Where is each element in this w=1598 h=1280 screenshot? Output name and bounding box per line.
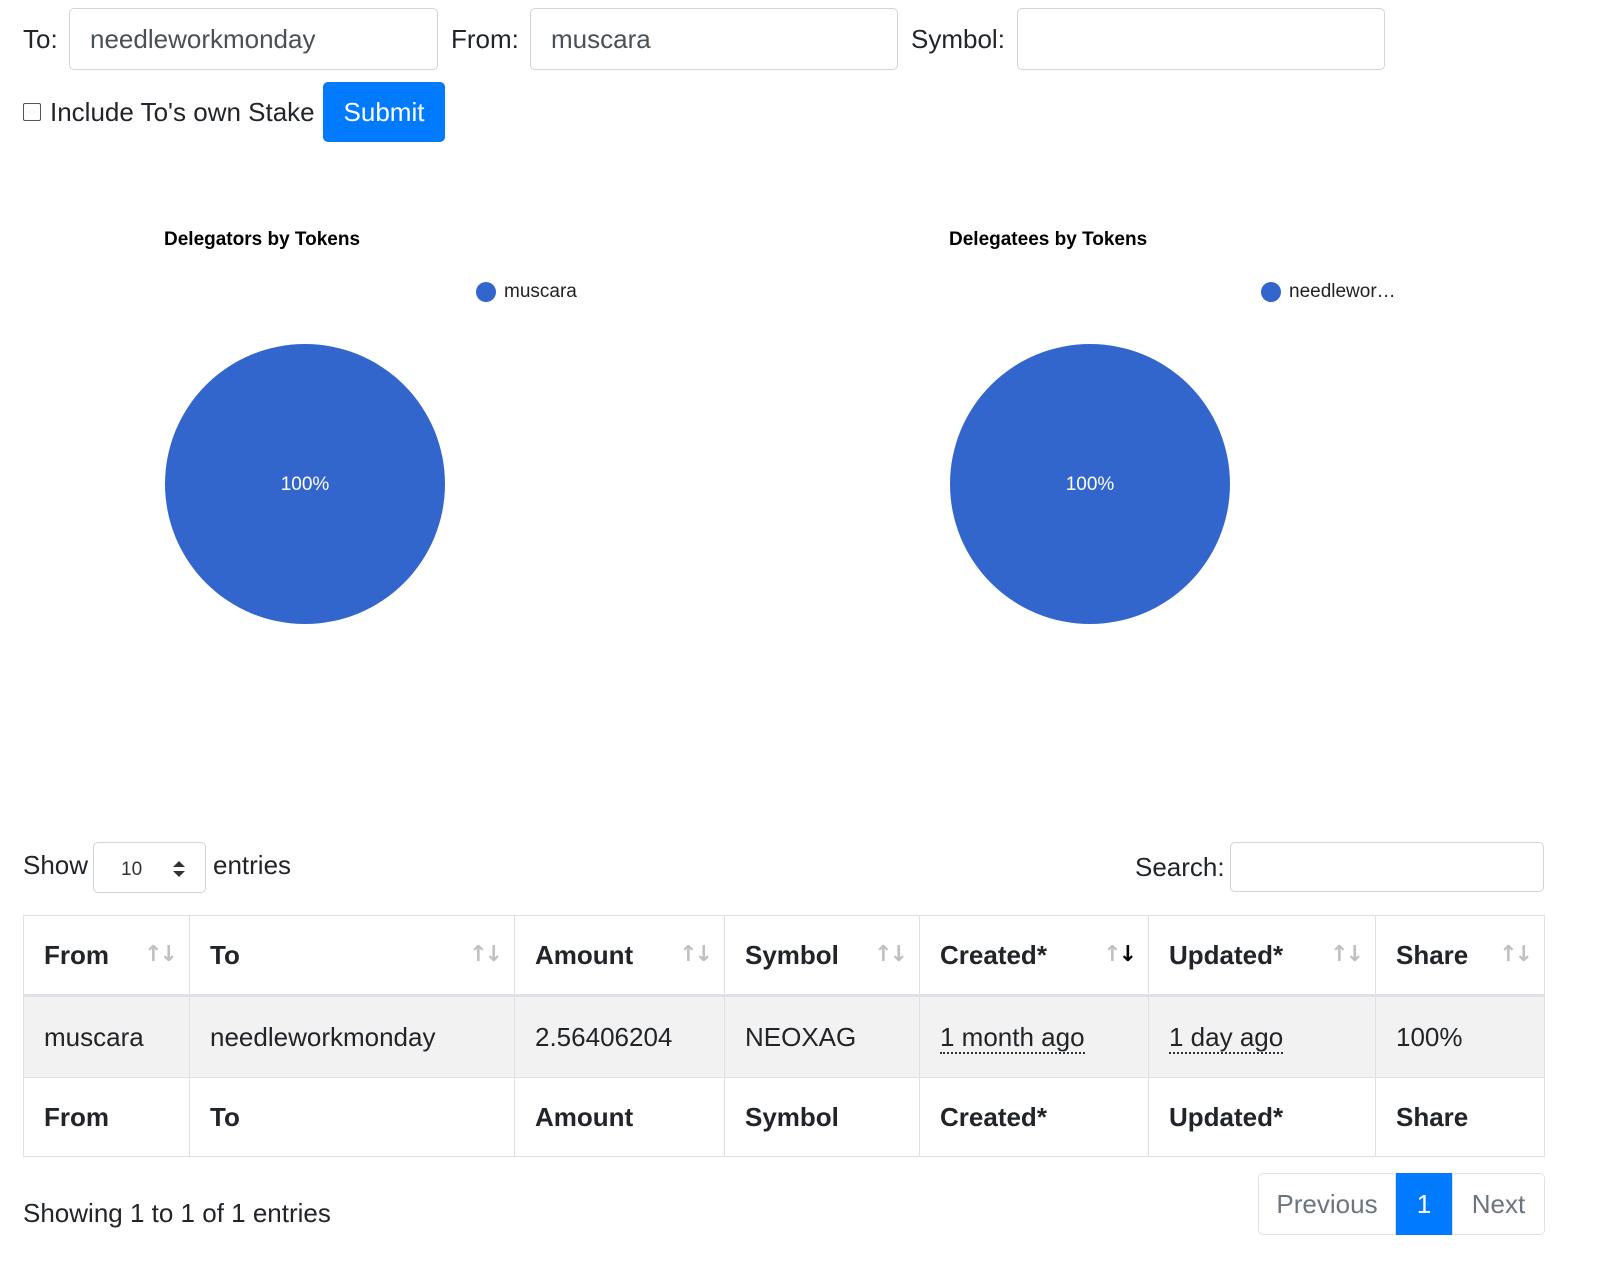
sort-icon: ↑↓ [874,942,908,967]
page-length-value: 10 [121,859,143,880]
cell-from: muscara [23,995,190,1078]
previous-page-button[interactable]: Previous [1258,1173,1396,1235]
delegatees-legend-dot [1261,282,1281,302]
table-footer-row: From To Amount Symbol Created* Updated* … [23,1077,1545,1157]
column-header-label: Amount [535,939,634,970]
column-header-share[interactable]: Share ↑↓ [1375,915,1545,997]
sort-icon: ↑↓ [679,942,713,967]
entries-label: entries [213,850,292,880]
cell-amount: 2.56406204 [514,995,725,1078]
footer-header-updated: Updated* [1148,1077,1376,1157]
column-header-amount[interactable]: Amount ↑↓ [514,915,725,997]
page-1-button[interactable]: 1 [1396,1173,1452,1235]
delegatees-pie-slice-needleworkmonday[interactable] [950,344,1230,624]
cell-created: 1 month ago [919,995,1149,1078]
cell-updated: 1 day ago [1148,995,1376,1078]
to-label: To: [23,24,58,54]
column-header-symbol[interactable]: Symbol ↑↓ [724,915,920,997]
column-header-label: Created* [940,939,1047,970]
created-time-abbr[interactable]: 1 month ago [940,1021,1085,1054]
to-input[interactable] [69,8,438,70]
column-header-label: To [210,939,240,970]
cell-to: needleworkmonday [189,995,515,1078]
footer-header-to: To [189,1077,515,1157]
column-header-to[interactable]: To ↑↓ [189,915,515,997]
column-header-label: Share [1396,939,1469,970]
include-stake-checkbox[interactable] [23,103,41,121]
delegatees-pie-data-label: 100% [1066,474,1115,495]
search-label: Search: [1135,852,1225,882]
sort-icon: ↑↓ [1330,942,1364,967]
column-header-label: Symbol [745,939,839,970]
from-label: From: [451,24,519,54]
table-info: Showing 1 to 1 of 1 entries [23,1198,331,1228]
delegators-pie-chart: 100% [165,344,445,624]
updated-time-abbr[interactable]: 1 day ago [1169,1021,1284,1054]
select-updown-icon [173,861,185,877]
sort-icon: ↑↓ [144,942,178,967]
from-input[interactable] [530,8,898,70]
table-row: muscara needleworkmonday 2.56406204 NEOX… [23,995,1545,1078]
cell-symbol: NEOXAG [724,995,920,1078]
search-input[interactable] [1230,842,1544,892]
show-label: Show [23,850,89,880]
symbol-label: Symbol: [911,24,1005,54]
delegatees-pie-chart: 100% [950,344,1230,624]
column-header-updated[interactable]: Updated* ↑↓ [1148,915,1376,997]
delegatees-chart-title: Delegatees by Tokens [949,229,1148,250]
column-header-label: From [44,939,109,970]
delegatees-legend-label: needlewor… [1289,281,1396,302]
pagination: Previous 1 Next [1258,1173,1545,1235]
footer-header-symbol: Symbol [724,1077,920,1157]
sort-icon: ↑↓ [1499,942,1533,967]
column-header-label: Updated* [1169,939,1284,970]
include-stake-label[interactable]: Include To's own Stake [50,97,315,127]
delegators-pie-data-label: 100% [281,474,330,495]
symbol-input[interactable] [1017,8,1385,70]
table-header-row: From ↑↓ To ↑↓ Amount ↑↓ Symbol ↑↓ Created* ↑↓… [23,915,1545,997]
column-header-from[interactable]: From ↑↓ [23,915,190,997]
delegators-legend-label: muscara [504,281,577,302]
sort-icon: ↑↓ [469,942,503,967]
delegators-pie-slice-muscara[interactable] [165,344,445,624]
sort-descending-icon: ↑↓ [1103,942,1137,967]
delegators-chart-title: Delegators by Tokens [164,229,361,250]
next-page-button[interactable]: Next [1452,1173,1545,1235]
delegators-legend-dot [476,282,496,302]
cell-share: 100% [1375,995,1545,1078]
footer-header-created: Created* [919,1077,1149,1157]
footer-header-amount: Amount [514,1077,725,1157]
page-length-select[interactable]: 10 [93,842,206,893]
submit-button[interactable]: Submit [323,82,445,142]
column-header-created[interactable]: Created* ↑↓ [919,915,1149,997]
delegations-table: From ↑↓ To ↑↓ Amount ↑↓ Symbol ↑↓ Created* ↑↓… [23,915,1545,1157]
footer-header-from: From [23,1077,190,1157]
footer-header-share: Share [1375,1077,1545,1157]
